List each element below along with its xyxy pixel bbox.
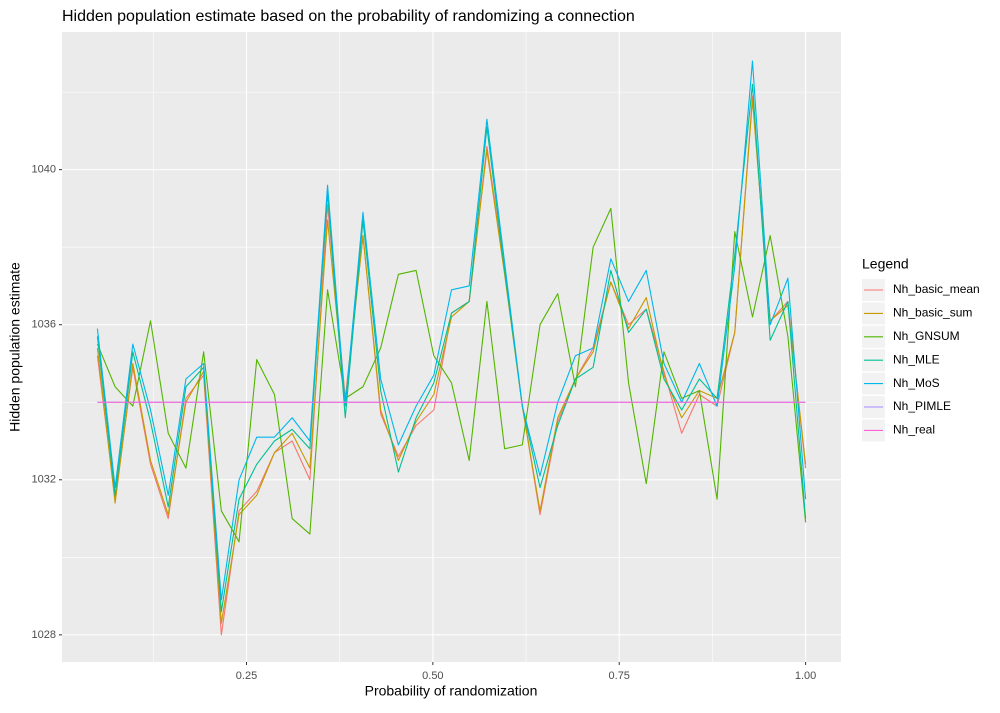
legend-label: Nh_MLE: [893, 352, 940, 366]
x-tick-label: 0.50: [422, 670, 443, 682]
y-tick-label: 1036: [32, 319, 56, 331]
chart-title: Hidden population estimate based on the …: [62, 8, 635, 25]
y-tick-label: 1032: [32, 474, 56, 486]
y-axis-label: Hidden population estimate: [7, 262, 23, 432]
series-line: [96, 207, 807, 543]
legend-label: Nh_real: [893, 423, 935, 437]
x-tick-label: 1.00: [795, 670, 816, 682]
series-line: [96, 60, 807, 601]
legend-title: Legend: [862, 256, 909, 272]
y-tick-label: 1040: [32, 164, 56, 176]
plot-panel: [62, 32, 841, 662]
legend-label: Nh_basic_mean: [893, 282, 980, 296]
x-tick-label: 0.75: [609, 670, 630, 682]
legend-label: Nh_GNSUM: [893, 329, 960, 343]
legend-label: Nh_basic_sum: [893, 306, 972, 320]
series-line: [96, 99, 807, 624]
x-tick-label: 0.25: [236, 670, 257, 682]
x-axis-label: Probability of randomization: [365, 683, 538, 699]
legend-label: Nh_PIMLE: [893, 399, 951, 413]
series-line: [96, 83, 807, 613]
legend-label: Nh_MoS: [893, 376, 940, 390]
y-tick-label: 1028: [32, 629, 56, 641]
